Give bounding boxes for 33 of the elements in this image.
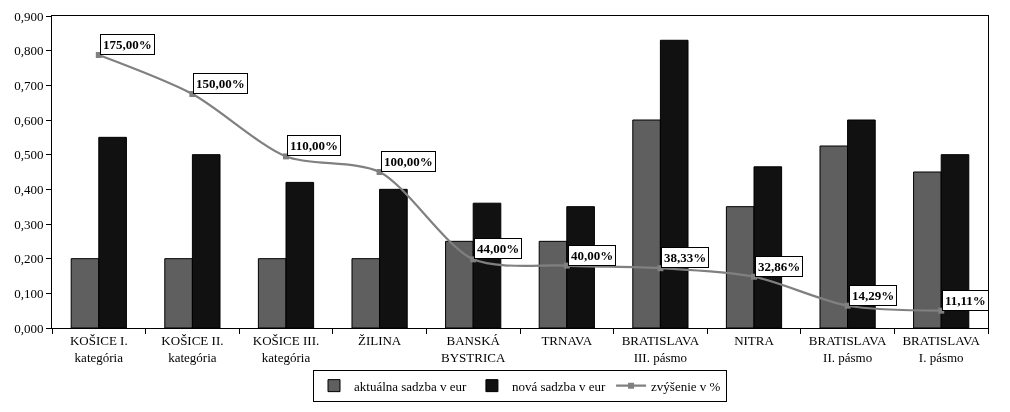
data-label: 14,29% — [852, 288, 895, 303]
data-label: 44,00% — [477, 241, 520, 256]
data-label: 32,86% — [758, 259, 801, 274]
legend-label: nová sadzba v eur — [511, 378, 607, 394]
y-tick-label: 0,600 — [14, 112, 44, 128]
data-label: 40,00% — [571, 248, 614, 263]
x-tick-label: NITRA — [734, 332, 775, 348]
x-tick-label: KOŠICE II. kategória — [161, 332, 224, 365]
y-tick-label: 0,800 — [14, 43, 44, 59]
data-label: 110,00% — [290, 138, 339, 153]
y-tick-label: 0,400 — [14, 181, 44, 197]
x-tick-label: KOŠICE I. kategória — [69, 332, 128, 365]
y-tick-label: 0,300 — [14, 216, 44, 232]
y-tick-label: 0,900 — [14, 8, 44, 24]
y-tick-label: 0,700 — [14, 77, 44, 93]
y-tick-label: 0,500 — [14, 147, 44, 163]
data-label: 38,33% — [664, 250, 707, 265]
legend-label: aktuálna sadzba v eur — [354, 378, 467, 394]
y-tick-label: 0,100 — [14, 285, 44, 301]
x-tick-label: TRNAVA — [541, 332, 593, 348]
x-tick-label: KOŠICE III. kategória — [252, 332, 320, 365]
y-tick-label: 0,200 — [14, 251, 44, 267]
x-tick-label: BRATISLAVA I. pásmo — [902, 332, 981, 365]
y-tick-label: 0,000 — [14, 320, 44, 336]
data-label: 175,00% — [103, 37, 152, 52]
x-tick-label: BRATISLAVA II. pásmo — [808, 332, 887, 365]
x-tick-label: BANSKÁ BYSTRICA — [441, 332, 506, 365]
x-tick-label: ŽILINA — [357, 332, 402, 348]
data-label: 100,00% — [384, 154, 433, 169]
x-tick-label: BRATISLAVA III. pásmo — [621, 332, 700, 365]
data-label: 150,00% — [196, 76, 245, 91]
data-label: 11,11% — [945, 293, 986, 308]
legend-label: zvýšenie v % — [651, 378, 721, 394]
